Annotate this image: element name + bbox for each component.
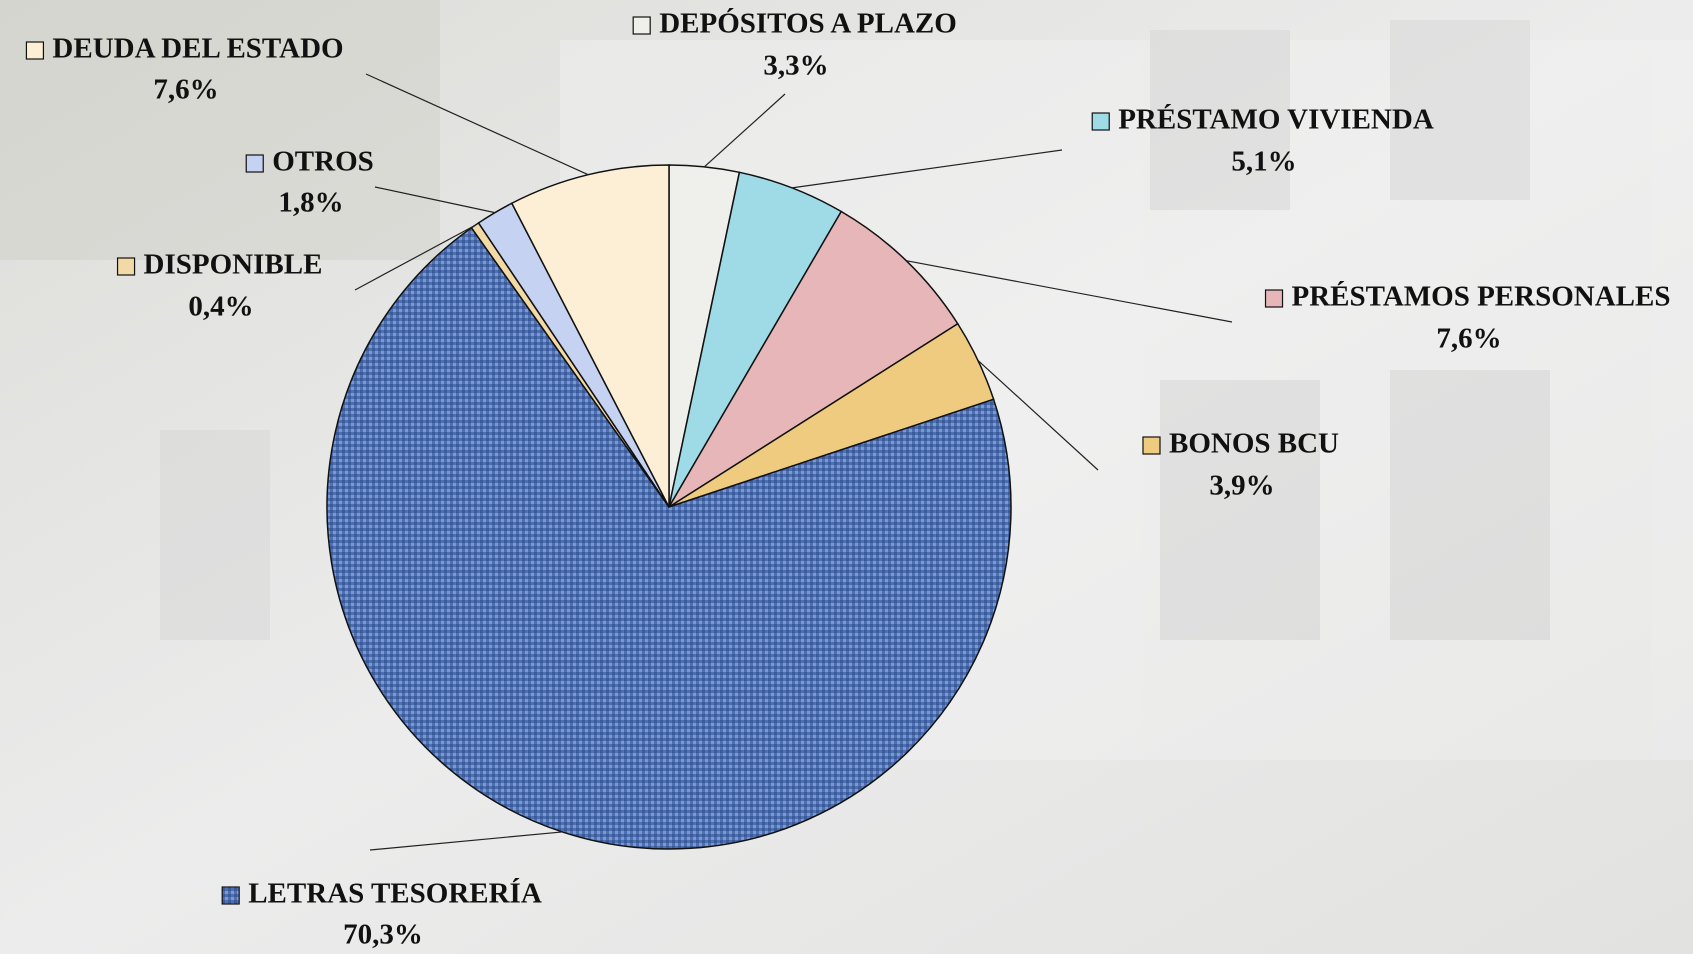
chart: DEPÓSITOS A PLAZO 3,3% PRÉSTAMO VIVIENDA 5,… (0, 0, 1693, 954)
legend-swatch (118, 258, 135, 275)
legend-swatch (1143, 437, 1160, 454)
slice-label: DEUDA DEL ESTADO (52, 33, 343, 65)
value-label: 7,6% (1436, 323, 1501, 355)
legend-swatch (1266, 290, 1283, 307)
slice-label: DISPONIBLE (144, 249, 323, 281)
slice-label: DEPÓSITOS A PLAZO (659, 7, 957, 40)
legend-swatch (222, 887, 239, 904)
slice-label: OTROS (272, 146, 374, 178)
value-label: 1,8% (278, 187, 343, 219)
legend-swatch (26, 42, 43, 59)
legend-swatch (246, 155, 263, 172)
slice-label: PRÉSTAMOS PERSONALES (1292, 280, 1671, 313)
value-label: 3,9% (1209, 470, 1274, 502)
value-label: 3,3% (763, 50, 828, 82)
value-label: 70,3% (343, 919, 423, 951)
pie (327, 165, 1011, 849)
slice-label: BONOS BCU (1169, 428, 1339, 460)
value-label: 5,1% (1231, 146, 1296, 178)
legend-swatch (633, 17, 650, 34)
slice-label: LETRAS TESORERÍA (248, 877, 542, 910)
value-label: 0,4% (188, 291, 253, 323)
value-label: 7,6% (153, 74, 218, 106)
slice-label: PRÉSTAMO VIVIENDA (1118, 103, 1434, 136)
legend-swatch (1092, 113, 1109, 130)
